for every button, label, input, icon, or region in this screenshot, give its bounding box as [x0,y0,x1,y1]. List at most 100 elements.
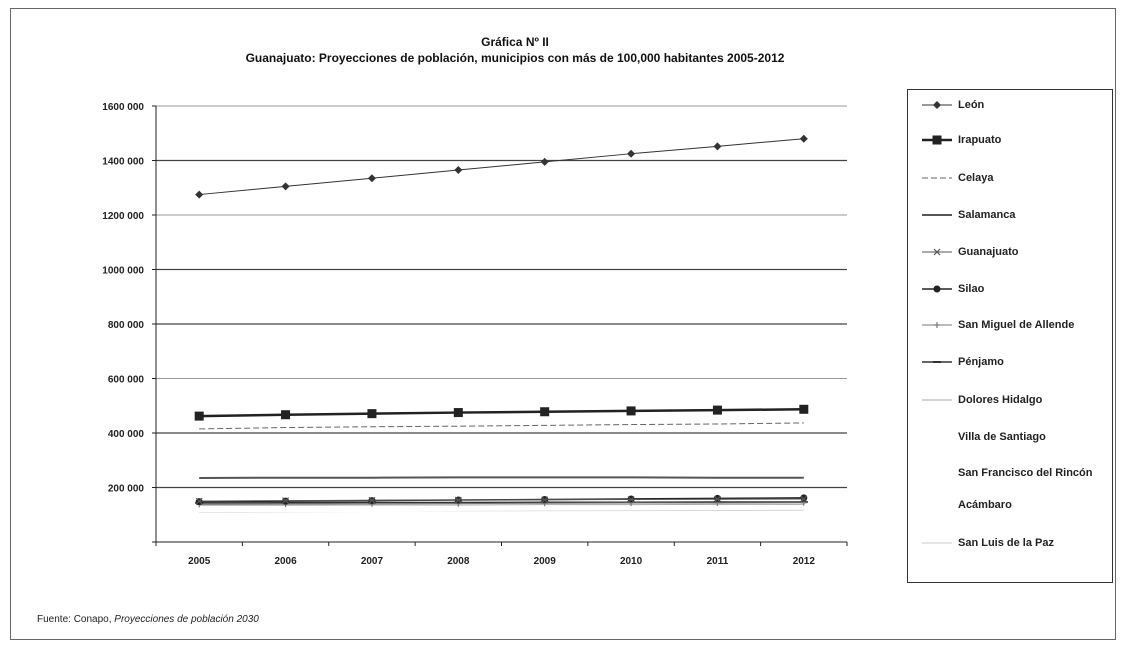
legend-label: Pénjamo [958,356,1004,368]
x-tick-label: 2009 [534,556,557,567]
gridlines [156,105,847,489]
legend-item: León [918,98,1108,128]
series-acámbaro [199,510,804,513]
series-line [199,502,804,505]
legend-swatch [922,542,952,544]
series-guanajuato [195,495,808,505]
data-point [281,410,291,420]
x-tick-label: 2011 [707,556,729,567]
data-point [799,404,809,414]
data-point [627,496,635,503]
series-celaya [199,422,804,430]
legend-item: Dolores Hidalgo [918,393,1108,423]
data-point [540,407,550,417]
legend-label: Acámbaro [958,499,1012,511]
data-point [627,149,636,158]
legend-label: San Francisco del Rincón [958,467,1093,479]
legend-label: Celaya [958,172,994,184]
x-tick-label: 2012 [793,556,816,567]
legend-item: Silao [918,282,1108,312]
source-note: Fuente: Conapo, Proyecciones de població… [37,614,259,625]
series-salamanca [199,476,804,479]
legend-swatch [922,399,952,401]
legend-swatch [922,285,952,293]
chart-frame: Gráfica Nº II Guanajuato: Proyecciones d… [10,8,1116,640]
data-point [368,496,376,504]
data-point [713,142,722,151]
legend-swatch [922,472,952,474]
axes: 200 000 400 000 600 000 800 000 1000 000 1200… [102,102,848,567]
legend-item: San Luis de la Paz [918,536,1108,566]
data-point [934,322,940,328]
y-tick-label: 1400 000 [102,157,144,168]
data-point [195,190,204,199]
data-point [454,496,462,504]
data-point [933,101,941,109]
data-point [281,182,290,191]
legend-swatch [922,504,952,506]
legend-label: San Luis de la Paz [958,537,1054,549]
y-tick-label: 800 000 [108,320,145,331]
series-dolores-hidalgo [199,503,804,506]
series-line [199,503,804,506]
series-león [195,134,808,199]
x-tick-label: 2010 [620,556,643,567]
legend-item: Irapuato [918,133,1108,163]
data-point [933,248,941,256]
series-line [199,510,804,513]
data-point [195,497,203,505]
x-tick-label: 2006 [274,556,297,567]
data-point [933,285,941,293]
data-point [282,497,289,505]
series-san-francisco-del-rincón [199,508,804,512]
data-point [454,166,463,175]
data-point [799,134,808,143]
data-point [800,494,808,502]
series-line [199,422,804,430]
y-tick-label: 600 000 [108,375,145,386]
legend-item: Acámbaro [918,498,1108,528]
data-point [453,408,463,418]
x-tick-label: 2007 [361,556,384,567]
legend-swatch [922,436,952,438]
legend-label: Villa de Santiago [958,431,1046,443]
legend-swatch [922,101,952,109]
y-tick-label: 1200 000 [102,211,144,222]
legend-label: San Miguel de Allende [958,319,1075,331]
legend-item: Villa de Santiago [918,430,1108,460]
series-line [199,476,804,479]
x-tick-label: 2008 [447,556,470,567]
legend-label: Silao [958,283,985,295]
series-line [199,498,804,502]
data-point [626,406,636,416]
source-prefix: Fuente: Conapo, [37,614,115,625]
legend-item: San Miguel de Allende [918,318,1108,348]
legend-item: Celaya [918,171,1108,201]
data-point [367,409,377,419]
x-tick-label: 2005 [188,556,211,567]
chart-title: Gráfica Nº II [481,35,549,49]
y-tick-label: 1000 000 [102,266,144,277]
legend-swatch [922,177,952,179]
legend-label: Irapuato [958,134,1002,146]
legend-swatch [922,135,952,145]
series-irapuato [194,404,809,421]
legend: León Irapuato Celaya Salamanca Guanajuato Sil… [907,89,1113,583]
chart-subtitle: Guanajuato: Proyecciones de población, m… [245,51,785,65]
series-line [199,501,804,504]
y-tick-label: 1600 000 [102,102,144,113]
legend-label: Dolores Hidalgo [958,394,1043,406]
data-point [541,496,549,504]
y-tick-label: 400 000 [108,429,145,440]
legend-label: Guanajuato [958,246,1019,258]
legend-label: Salamanca [958,209,1016,221]
y-tick-label: 200 000 [108,484,145,495]
data-point [932,135,942,145]
legend-label: León [958,99,985,111]
legend-item: San Francisco del Rincón [918,466,1108,496]
legend-swatch [922,322,952,328]
series-line [199,138,804,196]
legend-item: Guanajuato [918,245,1108,275]
data-point [540,157,549,166]
data-point [714,495,721,503]
